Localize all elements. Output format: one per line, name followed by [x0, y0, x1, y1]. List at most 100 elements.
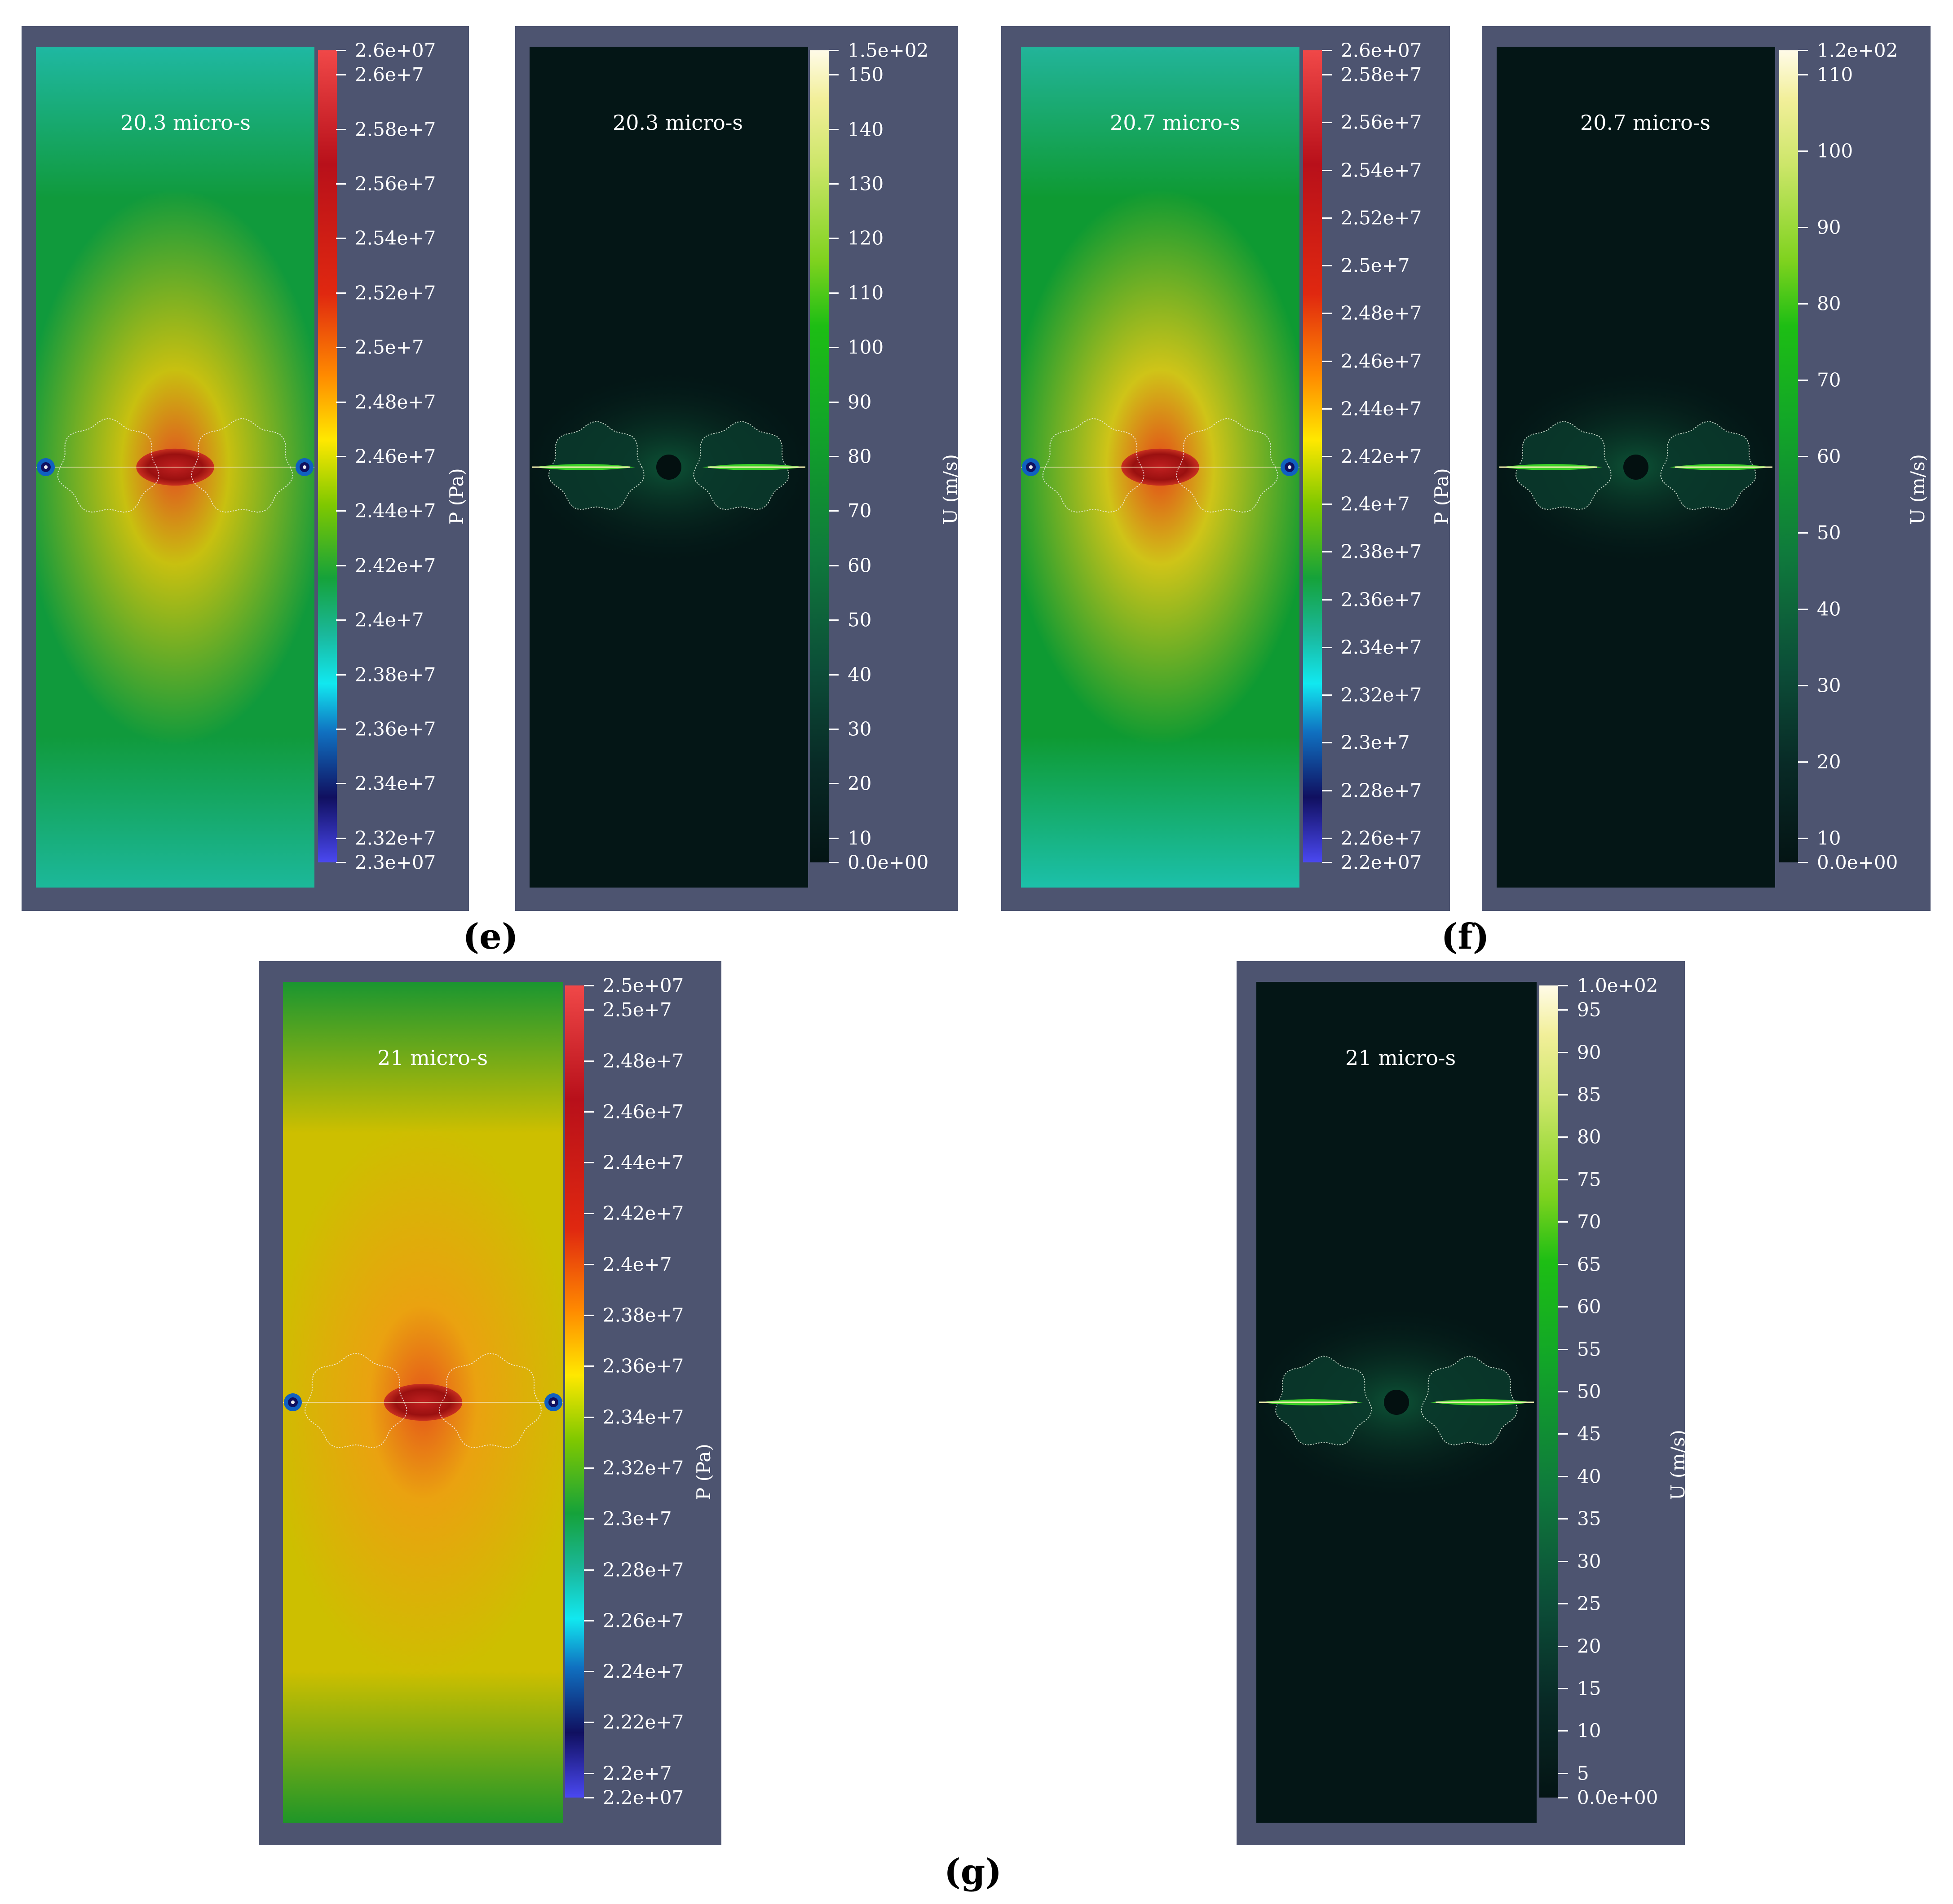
g-pressure-field-svg	[283, 982, 563, 1823]
g-velocity-tick-label: 65	[1577, 1253, 1601, 1276]
f-velocity-tick	[1798, 685, 1808, 686]
g-velocity-tick-label: 45	[1577, 1422, 1601, 1445]
e-velocity-quantity-label: U (m/s)	[939, 454, 961, 525]
e-velocity-colorbar	[810, 50, 829, 862]
g-pressure-tick	[584, 1162, 594, 1164]
f-velocity-tick-label: 60	[1817, 445, 1841, 468]
f-velocity-tick-label: 100	[1817, 140, 1853, 162]
f-velocity-tick-label: 80	[1817, 292, 1841, 315]
e-velocity-tick	[829, 783, 839, 785]
g-velocity-tick	[1558, 1730, 1568, 1732]
f-pressure-tick-label: 2.56e+7	[1341, 111, 1422, 133]
f-pressure-colorbar	[1303, 50, 1322, 862]
g-pressure-tick	[584, 1416, 594, 1418]
e-velocity-tick	[829, 728, 839, 730]
f-velocity-tick	[1798, 50, 1808, 51]
e-velocity-tick-label: 10	[848, 827, 872, 849]
f-pressure-tick	[1322, 646, 1332, 648]
f-velocity-tick-label: 20	[1817, 751, 1841, 773]
f-velocity-tick-label: 110	[1817, 63, 1853, 86]
g-velocity-field-svg	[1256, 982, 1537, 1823]
e-velocity-tick-label: 130	[848, 172, 884, 195]
g-pressure-tick-label: 2.42e+7	[603, 1202, 684, 1224]
f-pressure-tick	[1322, 169, 1332, 171]
f-pressure-tick	[1322, 694, 1332, 696]
e-pressure-tick	[336, 456, 346, 457]
e-pressure-tick	[336, 401, 346, 403]
f-velocity-tick	[1798, 150, 1808, 152]
f-pressure-quantity-label: P (Pa)	[1431, 468, 1453, 525]
f-velocity-tick-label: 40	[1817, 598, 1841, 620]
e-pressure-tick	[336, 862, 346, 863]
f-pressure-tick	[1322, 599, 1332, 601]
g-pressure-tick-label: 2.26e+7	[603, 1609, 684, 1632]
g-velocity-tick	[1558, 1221, 1568, 1223]
e-pressure-field: 20.3 micro-s	[36, 47, 314, 888]
e-velocity-tick-label: 150	[848, 63, 884, 86]
e-pressure-tick-label: 2.46e+7	[355, 445, 436, 468]
g-velocity-tick	[1558, 985, 1568, 986]
e-pressure-colorbar	[318, 50, 337, 862]
e-velocity-tick	[829, 183, 839, 185]
f-velocity-tick-label: 90	[1817, 216, 1841, 239]
e-pressure-tick-label: 2.56e+7	[355, 172, 436, 195]
e-velocity-tick	[829, 674, 839, 676]
f-pressure-tick-label: 2.28e+7	[1341, 779, 1422, 802]
g-velocity-tick-label: 95	[1577, 998, 1601, 1021]
e-velocity-tick-label: 20	[848, 772, 872, 795]
e-velocity-tick	[829, 128, 839, 130]
g-pressure-tick	[584, 1772, 594, 1774]
g-velocity-tick-label: 30	[1577, 1550, 1601, 1573]
e-pressure-tick-label: 2.4e+7	[355, 609, 424, 631]
g-velocity-tick	[1558, 1688, 1568, 1689]
e-velocity-tick-label: 90	[848, 391, 872, 413]
g-velocity-tick	[1558, 1645, 1568, 1647]
f-pressure-tick-label: 2.32e+7	[1341, 684, 1422, 706]
f-pressure-tick-label: 2.44e+7	[1341, 398, 1422, 420]
f-velocity-tick	[1798, 608, 1808, 610]
f-velocity-tick-label: 0.0e+00	[1817, 851, 1898, 874]
f-pressure-tick-label: 2.26e+7	[1341, 827, 1422, 849]
e-velocity-tick	[829, 862, 839, 863]
g-velocity-tick-label: 20	[1577, 1635, 1601, 1657]
g-velocity-colorbar	[1539, 985, 1558, 1798]
e-pressure-tick	[336, 74, 346, 76]
g-velocity-tick	[1558, 1518, 1568, 1520]
e-pressure-tick-label: 2.32e+7	[355, 827, 436, 849]
e-velocity-tick	[829, 401, 839, 403]
f-pressure-time-label: 20.7 micro-s	[1110, 110, 1240, 135]
g-velocity-tick	[1558, 1348, 1568, 1350]
g-velocity-tick-label: 50	[1577, 1380, 1601, 1403]
g-pressure-colorbar	[565, 985, 584, 1798]
g-velocity-tick-label: 0.0e+00	[1577, 1786, 1658, 1809]
g-pressure-tick-label: 2.3e+7	[603, 1507, 672, 1530]
e-pressure-tick	[336, 128, 346, 130]
g-pressure-time-label: 21 micro-s	[377, 1046, 488, 1070]
e-pressure-tick	[336, 619, 346, 621]
e-velocity-tick-label: 100	[848, 336, 884, 358]
e-pressure-tick	[336, 783, 346, 785]
g-pressure-tick	[584, 1213, 594, 1215]
e-velocity-tick-label: 60	[848, 554, 872, 577]
e-pressure-tick	[336, 837, 346, 839]
g-pressure-tick	[584, 1467, 594, 1469]
f-velocity-panel: 20.7 micro-s 1.2e+02 110 100 90 80 70 60 50 40 30 2…	[1482, 26, 1931, 911]
e-velocity-tick	[829, 292, 839, 294]
g-velocity-tick	[1558, 1560, 1568, 1562]
f-pressure-tick-label: 2.48e+7	[1341, 302, 1422, 324]
f-pressure-tick	[1322, 504, 1332, 505]
e-velocity-tick-label: 30	[848, 718, 872, 740]
g-pressure-tick-label: 2.44e+7	[603, 1151, 684, 1174]
g-pressure-quantity-label: P (Pa)	[693, 1444, 715, 1500]
f-velocity-field-svg	[1497, 47, 1775, 888]
g-pressure-tick	[584, 1009, 594, 1011]
f-velocity-tick	[1798, 380, 1808, 381]
e-pressure-tick-label: 2.38e+7	[355, 663, 436, 686]
g-velocity-tick	[1558, 1603, 1568, 1605]
f-velocity-colorbar	[1779, 50, 1798, 862]
f-velocity-tick	[1798, 456, 1808, 457]
g-velocity-time-label: 21 micro-s	[1345, 1046, 1456, 1070]
e-velocity-tick	[829, 50, 839, 51]
g-pressure-tick-label: 2.36e+7	[603, 1355, 684, 1377]
f-pressure-tick	[1322, 122, 1332, 124]
